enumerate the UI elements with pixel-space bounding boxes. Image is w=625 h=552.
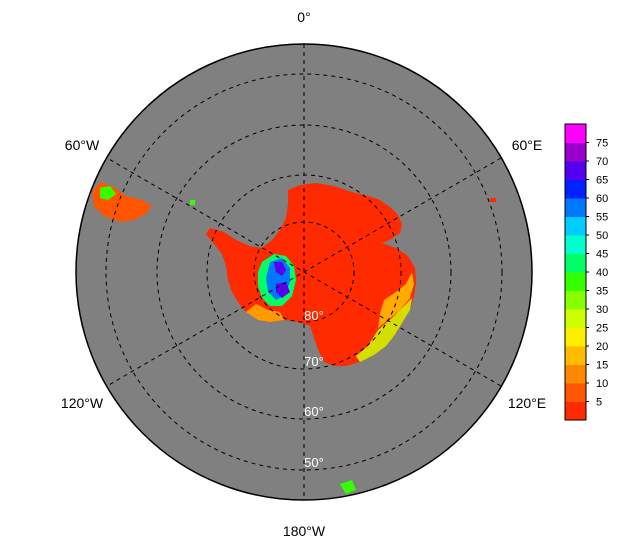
lat-label-50: 50°: [304, 455, 324, 470]
meridian-120e-60w: [106, 157, 502, 387]
colorbar-tick-label: 15: [596, 360, 608, 372]
island-speck: [190, 200, 195, 205]
colorbar-tick-label: 50: [596, 230, 608, 242]
colorbar: 5 10 15 20 25 30 35 40 45 50 55 60 65 70 75: [564, 123, 608, 421]
colorbar-tick-label: 35: [596, 286, 608, 298]
lon-label-60e: 60°E: [512, 137, 543, 153]
colorbar-swatch: [565, 401, 586, 421]
colorbar-swatch: [565, 198, 586, 217]
south-america-green: [100, 186, 116, 200]
lon-label-0: 0°: [297, 9, 310, 25]
colorbar-tick-label: 60: [596, 193, 608, 205]
colorbar-tick-label: 20: [596, 341, 608, 353]
colorbar-swatch: [565, 235, 586, 254]
island-speck: [490, 198, 496, 202]
colorbar-tick-label: 55: [596, 212, 608, 224]
colorbar-swatch: [565, 179, 586, 199]
lon-label-60w: 60°W: [65, 137, 100, 153]
colorbar-swatch: [565, 161, 586, 180]
lon-label-120w: 120°W: [61, 395, 104, 411]
colorbar-tick-label: 30: [596, 304, 608, 316]
colorbar-swatch: [565, 327, 586, 347]
lat-circle-50: [105, 73, 503, 471]
lon-label-180: 180°W: [283, 523, 326, 539]
lat-label-60: 60°: [304, 404, 324, 419]
colorbar-tick-label: 40: [596, 267, 608, 279]
colorbar-swatch: [565, 216, 586, 236]
colorbar-swatch: [565, 290, 586, 310]
lon-label-120e: 120°E: [508, 395, 546, 411]
antarctica-landmass: [206, 183, 416, 366]
colorbar-swatch: [565, 142, 586, 162]
colorbar-tick-label: 70: [596, 156, 608, 168]
colorbar-tick-label: 65: [596, 175, 608, 187]
east-coast-yellow: [378, 272, 414, 328]
colorbar-tick-label: 75: [596, 138, 608, 150]
ross-rim: [246, 304, 284, 322]
colorbar-swatch: [565, 383, 586, 402]
lat-label-70: 70°: [304, 354, 324, 369]
lat-label-80: 80°: [304, 308, 324, 323]
colorbar-tick-label: 45: [596, 249, 608, 261]
colorbar-tick-label: 10: [596, 378, 608, 390]
graticule: [105, 44, 503, 500]
colorbar-swatch: [565, 253, 586, 273]
colorbar-swatch: [565, 346, 586, 365]
southern-island: [340, 480, 356, 494]
colorbar-swatch: [565, 364, 586, 384]
west-antarctic-peak: [274, 262, 290, 298]
east-coast-rim: [356, 298, 412, 362]
colorbar-tick-label: 5: [596, 397, 602, 409]
lat-circle-60: [156, 124, 452, 420]
colorbar-swatch: [565, 272, 586, 291]
colorbar-swatch: [565, 124, 586, 143]
colorbar-tick-label: 25: [596, 323, 608, 335]
colorbar-swatch: [565, 309, 586, 328]
